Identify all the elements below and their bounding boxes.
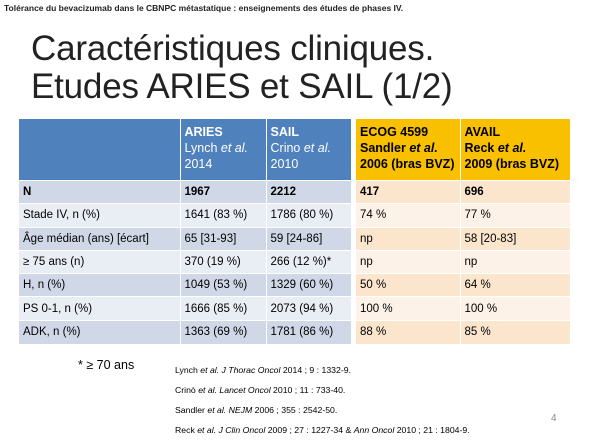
- table-cell: 65 [31-93]: [179, 227, 266, 251]
- table-row: np 58 [20-83]: [356, 227, 570, 251]
- header-author: Lynch et al.: [184, 141, 248, 155]
- table-cell: 2073 (94 %): [265, 296, 351, 321]
- table-cell: 58 [20-83]: [459, 227, 570, 251]
- row-label-cell: PS 0-1, n (%): [19, 296, 180, 321]
- row-label-cell: H, n (%): [19, 273, 180, 297]
- table-cell: 85 %: [459, 320, 570, 344]
- table-row: PS 0-1, n (%) 1666 (85 %) 2073 (94 %): [19, 296, 351, 321]
- right-header-cell-avail: AVAIL Reck et al. 2009 (bras BVZ): [459, 118, 570, 181]
- table-row: Stade IV, n (%) 1641 (83 %) 1786 (80 %): [19, 203, 351, 228]
- table-cell: np: [459, 250, 570, 274]
- header-study-name: ARIES: [184, 125, 223, 139]
- header-study-name: AVAIL: [464, 125, 501, 139]
- header-year: 2006 (bras BVZ): [360, 157, 455, 171]
- title-line-2: Etudes ARIES et SAIL (1/2): [31, 67, 453, 106]
- references: Lynch et al. J Thorac Oncol 2014 ; 9 : 1…: [175, 360, 470, 440]
- table-cell: 77 %: [459, 203, 570, 228]
- table-cell: 59 [24-86]: [265, 227, 351, 251]
- reference-2: Crinò et al. Lancet Oncol 2010 ; 11 : 73…: [175, 385, 346, 395]
- header-year: 2014: [184, 157, 213, 171]
- row-label-cell: Âge médian (ans) [écart]: [19, 227, 180, 251]
- reference-3: Sandler et al. NEJM 2006 ; 355 : 2542-50…: [175, 405, 338, 415]
- table-cell: 1786 (80 %): [265, 203, 351, 228]
- header-year: 2010: [270, 157, 299, 171]
- slide-header: Tolérance du bevacizumab dans le CBNPC m…: [4, 3, 404, 13]
- table-cell: 74 %: [356, 203, 460, 228]
- table-row: 100 % 100 %: [356, 296, 570, 321]
- table-cell: 88 %: [356, 320, 460, 344]
- table-cell: 2212: [265, 180, 351, 204]
- footnote: * ≥ 70 ans: [78, 358, 135, 372]
- header-year: 2009 (bras BVZ): [464, 157, 559, 171]
- header-author: Sandler et al.: [360, 141, 438, 155]
- header-author: Reck et al.: [464, 141, 527, 155]
- table-cell: 417: [356, 180, 460, 204]
- left-header-cell-empty: [19, 118, 180, 181]
- table-row: Âge médian (ans) [écart] 65 [31-93] 59 [24…: [19, 227, 351, 251]
- table-cell: 696: [459, 180, 570, 204]
- left-header-cell-sail: SAIL Crino et al. 2010: [265, 118, 351, 181]
- page-number: 4: [551, 413, 557, 424]
- reference-4: Reck et al. J Clin Oncol 2009 ; 27 : 122…: [175, 425, 470, 435]
- row-label-cell: N: [19, 180, 180, 204]
- table-cell: 1781 (86 %): [265, 320, 351, 344]
- table-cell: 100 %: [356, 296, 460, 321]
- table-row: H, n (%) 1049 (53 %) 1329 (60 %): [19, 273, 351, 297]
- table-row: ≥ 75 ans (n) 370 (19 %) 266 (12 %)*: [19, 250, 351, 274]
- left-header-cell-aries: ARIES Lynch et al. 2014: [179, 118, 266, 181]
- row-label-cell: ≥ 75 ans (n): [19, 250, 180, 274]
- table-row: 74 % 77 %: [356, 203, 570, 228]
- right-table-body: 417 696 74 % 77 % np 58 [20-83] np np 50 % 64 % 10…: [356, 180, 570, 344]
- table-row: 417 696: [356, 180, 570, 204]
- table-row: 88 % 85 %: [356, 320, 570, 344]
- left-table-header: ARIES Lynch et al. 2014 SAIL Crino et al…: [19, 118, 351, 181]
- right-header-cell-ecog: ECOG 4599 Sandler et al. 2006 (bras BVZ): [356, 118, 460, 181]
- table-cell: 266 (12 %)*: [265, 250, 351, 274]
- left-table-body: N 1967 2212 Stade IV, n (%) 1641 (83 %) 1786 …: [19, 180, 351, 344]
- table-row: ADK, n (%) 1363 (69 %) 1781 (86 %): [19, 320, 351, 344]
- table-row: N 1967 2212: [19, 180, 351, 204]
- table-row: np np: [356, 250, 570, 274]
- slide-title: Caractéristiques cliniques. Etudes ARIES…: [31, 30, 453, 106]
- header-study-name: SAIL: [270, 125, 299, 139]
- table-cell: np: [356, 227, 460, 251]
- table-cell: 1967: [179, 180, 266, 204]
- row-label-cell: Stade IV, n (%): [19, 203, 180, 228]
- title-line-1: Caractéristiques cliniques.: [31, 29, 435, 68]
- row-label-cell: ADK, n (%): [19, 320, 180, 344]
- table-row: 50 % 64 %: [356, 273, 570, 297]
- table-cell: 1641 (83 %): [179, 203, 266, 228]
- table-cell: 64 %: [459, 273, 570, 297]
- table-cell: np: [356, 250, 460, 274]
- table-cell: 1049 (53 %): [179, 273, 266, 297]
- header-author: Crino et al.: [270, 141, 331, 155]
- reference-1: Lynch et al. J Thorac Oncol 2014 ; 9 : 1…: [175, 365, 351, 375]
- table-cell: 100 %: [459, 296, 570, 321]
- header-study-name: ECOG 4599: [360, 125, 429, 139]
- table-cell: 1329 (60 %): [265, 273, 351, 297]
- right-table-header: ECOG 4599 Sandler et al. 2006 (bras BVZ)…: [356, 118, 570, 181]
- table-cell: 50 %: [356, 273, 460, 297]
- table-cell: 370 (19 %): [179, 250, 266, 274]
- left-table: ARIES Lynch et al. 2014 SAIL Crino et al…: [19, 118, 351, 344]
- table-cell: 1363 (69 %): [179, 320, 266, 344]
- right-table: ECOG 4599 Sandler et al. 2006 (bras BVZ)…: [356, 118, 570, 344]
- table-cell: 1666 (85 %): [179, 296, 266, 321]
